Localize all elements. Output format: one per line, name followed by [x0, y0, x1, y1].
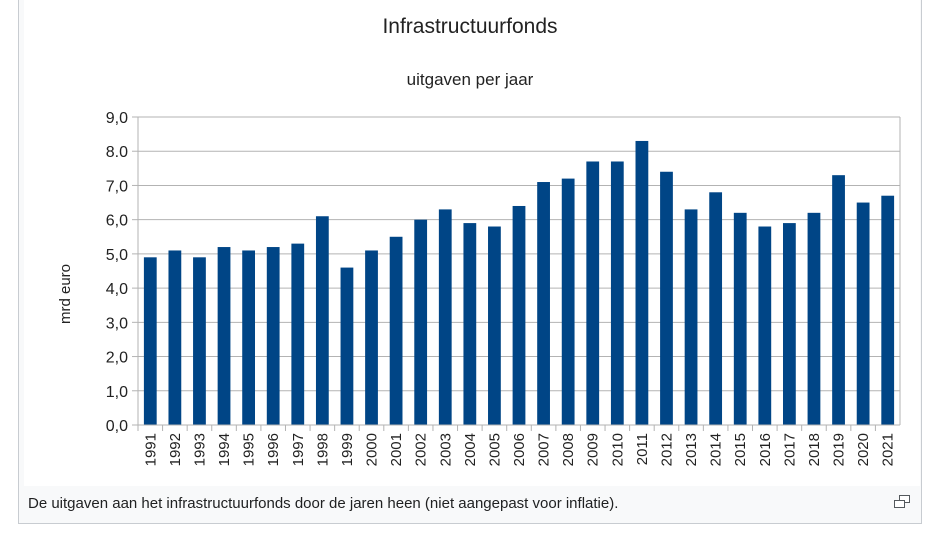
y-tick-label: 8.0: [106, 144, 128, 161]
bar-2017: [782, 223, 796, 425]
axes: [137, 117, 900, 431]
x-tick-label: 2014: [708, 433, 725, 466]
y-tick-label: 0,0: [106, 418, 128, 435]
bars: [143, 140, 895, 425]
x-tick-label: 2001: [388, 433, 405, 466]
bar-2003: [438, 209, 452, 425]
x-tick-label: 1993: [191, 433, 208, 466]
y-tick-label: 7,0: [106, 178, 128, 195]
x-tick-label: 2000: [364, 433, 381, 466]
x-tick-label: 1991: [142, 433, 159, 466]
bar-2014: [709, 192, 723, 425]
y-tick-label: 1,0: [106, 384, 128, 401]
bar-2002: [414, 219, 428, 425]
x-tick-label: 2015: [732, 433, 749, 466]
y-tick-label: 9,0: [106, 110, 128, 127]
bar-2006: [512, 205, 526, 425]
bar-1991: [143, 257, 157, 425]
x-tick-label: 2020: [855, 433, 872, 466]
bar-1999: [340, 267, 354, 425]
chart-title: Infrastructuurfonds: [382, 15, 557, 38]
bar-2013: [684, 209, 698, 425]
bar-2001: [389, 236, 403, 425]
x-tick-label: 2007: [536, 433, 553, 466]
x-tick-label: 2005: [486, 433, 503, 466]
y-tick-label: 2,0: [106, 350, 128, 367]
chart-card: Infrastructuurfonds uitgaven per jaar mr…: [24, 0, 920, 486]
bar-1995: [242, 250, 256, 425]
x-tick-label: 1994: [216, 433, 233, 466]
bar-2018: [807, 212, 821, 425]
x-tick-label: 2008: [560, 433, 577, 466]
x-tick-label: 2021: [880, 433, 897, 466]
bar-2004: [463, 223, 477, 425]
x-tick-label: 1997: [290, 433, 307, 466]
x-tick-label: 2013: [683, 433, 700, 466]
bar-2005: [488, 226, 501, 425]
y-tick-labels: 0,0 1,0 2,0 3,0 4,0 5,0 6,0 7,0 8.0 9,0: [106, 110, 128, 435]
bar-2008: [561, 178, 575, 425]
x-tick-label: 2018: [806, 433, 823, 466]
x-tick-label: 2012: [658, 433, 675, 466]
x-tick-labels: 1991 1992 1993 1994 1995 1996 1997 1998 1999 2000…: [142, 433, 896, 466]
x-tick-label: 2003: [437, 433, 454, 466]
y-axis-label: mrd euro: [57, 264, 74, 324]
x-tick-label: 1992: [167, 433, 184, 466]
x-tick-label: 2004: [462, 433, 479, 466]
bar-2015: [733, 212, 747, 425]
bar-1992: [168, 250, 182, 425]
bar-2010: [610, 161, 624, 425]
bar-1994: [217, 247, 231, 425]
bar-2009: [586, 161, 600, 425]
bar-2000: [365, 250, 378, 425]
y-tick-label: 3,0: [106, 315, 128, 332]
x-tick-label: 2016: [757, 433, 774, 466]
bar-1993: [193, 257, 206, 425]
x-tick-label: 2011: [634, 433, 651, 465]
x-tick-label: 2019: [831, 433, 848, 466]
x-tick-label: 1999: [339, 433, 356, 466]
bar-2012: [660, 171, 673, 425]
x-tick-label: 2010: [609, 433, 626, 466]
x-tick-label: 2017: [781, 433, 798, 466]
x-tick-label: 1998: [314, 433, 331, 466]
bar-1997: [291, 243, 305, 425]
x-tick-label: 1996: [265, 433, 282, 466]
bar-2011: [635, 140, 649, 425]
expand-icon[interactable]: [893, 495, 911, 509]
x-tick-label: 2009: [585, 433, 602, 466]
y-tick-label: 6,0: [106, 213, 128, 230]
x-tick-label: 2006: [511, 433, 528, 466]
bar-chart: Infrastructuurfonds uitgaven per jaar mr…: [57, 15, 901, 466]
figure-caption: De uitgaven aan het infrastructuurfonds …: [28, 495, 619, 512]
bar-1998: [315, 216, 329, 425]
bar-2016: [758, 226, 772, 425]
bar-2021: [881, 195, 895, 425]
bar-2019: [832, 175, 845, 425]
y-tick-label: 4,0: [106, 281, 128, 298]
chart-subtitle: uitgaven per jaar: [407, 70, 534, 89]
y-tick-label: 5,0: [106, 247, 128, 264]
bar-1996: [266, 247, 280, 425]
bar-2020: [856, 202, 870, 425]
x-tick-label: 1995: [241, 433, 258, 466]
x-tick-label: 2002: [413, 433, 430, 466]
bar-2007: [537, 182, 550, 425]
